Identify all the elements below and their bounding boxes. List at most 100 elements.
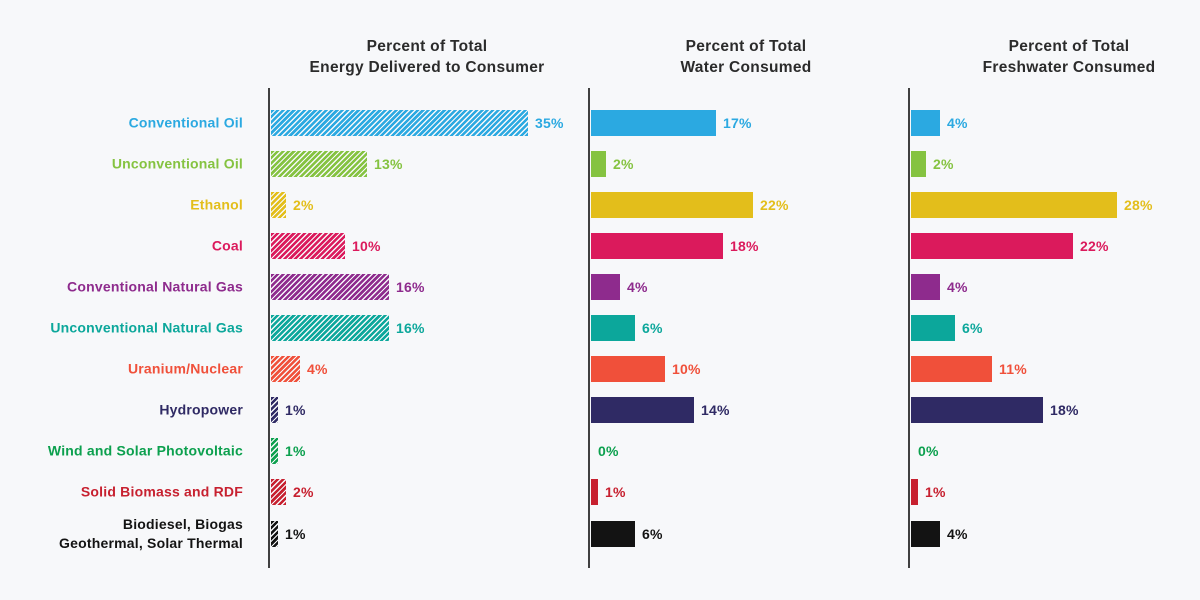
category-label: Coal — [0, 237, 243, 256]
panel-title-energy-delivered: Percent of Total Energy Delivered to Con… — [217, 36, 637, 78]
solid-bar — [591, 192, 753, 219]
category-label: Hydropower — [0, 401, 243, 420]
bar-value-label: 4% — [947, 525, 968, 542]
bar-value-label: 1% — [605, 484, 626, 501]
category-label-line: Hydropower — [159, 401, 243, 418]
bar-value-label: 22% — [760, 197, 789, 214]
panel-title-freshwater-consumed: Percent of Total Freshwater Consumed — [859, 36, 1200, 78]
bar-value-label: 1% — [285, 402, 306, 419]
panel-title-line2: Water Consumed — [680, 59, 812, 76]
solid-bar — [911, 315, 955, 342]
solid-bar — [591, 274, 620, 301]
category-label: Ethanol — [0, 196, 243, 215]
solid-bar — [911, 274, 940, 301]
bar-value-label: 6% — [642, 525, 663, 542]
bar-value-label: 18% — [1050, 402, 1079, 419]
category-label-line: Unconventional Natural Gas — [50, 319, 243, 336]
bar-value-label: 1% — [285, 525, 306, 542]
hatched-bar — [271, 520, 278, 547]
solid-bar — [591, 520, 635, 547]
bar-value-label: 2% — [613, 156, 634, 173]
category-label-line: Wind and Solar Photovoltaic — [47, 442, 243, 459]
solid-bar — [591, 151, 606, 178]
category-label-line: Solid Biomass and RDF — [80, 483, 243, 500]
hatched-bar — [271, 110, 528, 136]
category-label-line: Unconventional Oil — [111, 155, 243, 172]
axis-line — [588, 88, 590, 568]
bar-value-label: 1% — [285, 443, 306, 460]
solid-bar — [591, 110, 716, 136]
solid-bar — [911, 397, 1043, 424]
bar-value-label: 11% — [999, 361, 1027, 378]
hatched-bar — [271, 438, 278, 465]
bar-value-label: 10% — [352, 238, 381, 255]
bar-value-label: 22% — [1080, 238, 1109, 255]
category-label: Wind and Solar Photovoltaic — [0, 442, 243, 461]
panel-title-line2: Energy Delivered to Consumer — [309, 59, 545, 76]
category-label-line: Geothermal, Solar Thermal — [59, 534, 243, 551]
category-label-line: Biodiesel, Biogas — [122, 515, 243, 532]
category-label: Solid Biomass and RDF — [0, 483, 243, 502]
category-label: Unconventional Oil — [0, 155, 243, 174]
solid-bar — [591, 315, 635, 342]
category-label-line: Ethanol — [190, 196, 243, 213]
hatched-bar — [271, 274, 389, 301]
panel-title-line1: Percent of Total — [366, 38, 488, 55]
bar-value-label: 2% — [293, 197, 314, 214]
bar-value-label: 1% — [925, 484, 946, 501]
axis-line — [908, 88, 910, 568]
bar-value-label: 4% — [627, 279, 648, 296]
solid-bar — [911, 479, 918, 506]
hatched-bar — [271, 356, 300, 383]
solid-bar — [911, 356, 992, 383]
panel-title-line1: Percent of Total — [1008, 38, 1130, 55]
solid-bar — [911, 151, 926, 178]
category-label-line: Coal — [211, 237, 243, 254]
axis-line — [268, 88, 270, 568]
category-label: Uranium/Nuclear — [0, 360, 243, 379]
hatched-bar — [271, 151, 367, 178]
hatched-bar — [271, 479, 286, 506]
solid-bar — [591, 233, 723, 260]
category-label: Conventional Natural Gas — [0, 278, 243, 297]
bar-value-label: 2% — [933, 156, 954, 173]
bar-value-label: 16% — [396, 320, 425, 337]
hatched-bar — [271, 315, 389, 342]
panel-title-water-consumed: Percent of Total Water Consumed — [536, 36, 956, 78]
bar-value-label: 4% — [307, 361, 328, 378]
solid-bar — [591, 356, 665, 383]
bar-value-label: 0% — [598, 443, 619, 460]
panel-title-line2: Freshwater Consumed — [982, 59, 1156, 76]
solid-bar — [911, 192, 1117, 219]
category-label-line: Conventional Oil — [128, 114, 243, 131]
solid-bar — [591, 479, 598, 506]
solid-bar — [911, 233, 1073, 260]
solid-bar — [911, 110, 940, 136]
category-label: Biodiesel, Biogas Geothermal, Solar Therm… — [0, 515, 243, 553]
bar-value-label: 6% — [642, 320, 663, 337]
solid-bar — [591, 397, 694, 424]
bar-value-label: 13% — [374, 156, 403, 173]
category-label-line: Conventional Natural Gas — [67, 278, 243, 295]
category-label: Conventional Oil — [0, 114, 243, 133]
bar-value-label: 0% — [918, 443, 939, 460]
bar-value-label: 14% — [701, 402, 730, 419]
bar-value-label: 28% — [1124, 197, 1153, 214]
bar-value-label: 10% — [672, 361, 701, 378]
bar-value-label: 2% — [293, 484, 314, 501]
bar-value-label: 4% — [947, 115, 968, 131]
bar-value-label: 16% — [396, 279, 425, 296]
category-label: Unconventional Natural Gas — [0, 319, 243, 338]
bar-value-label: 35% — [535, 115, 564, 131]
bar-value-label: 17% — [723, 115, 752, 131]
solid-bar — [911, 520, 940, 547]
bar-value-label: 18% — [730, 238, 759, 255]
bar-value-label: 6% — [962, 320, 983, 337]
hatched-bar — [271, 397, 278, 424]
hatched-bar — [271, 233, 345, 260]
bar-value-label: 4% — [947, 279, 968, 296]
category-label-line: Uranium/Nuclear — [127, 360, 243, 377]
hatched-bar — [271, 192, 286, 219]
panel-title-line1: Percent of Total — [685, 38, 807, 55]
